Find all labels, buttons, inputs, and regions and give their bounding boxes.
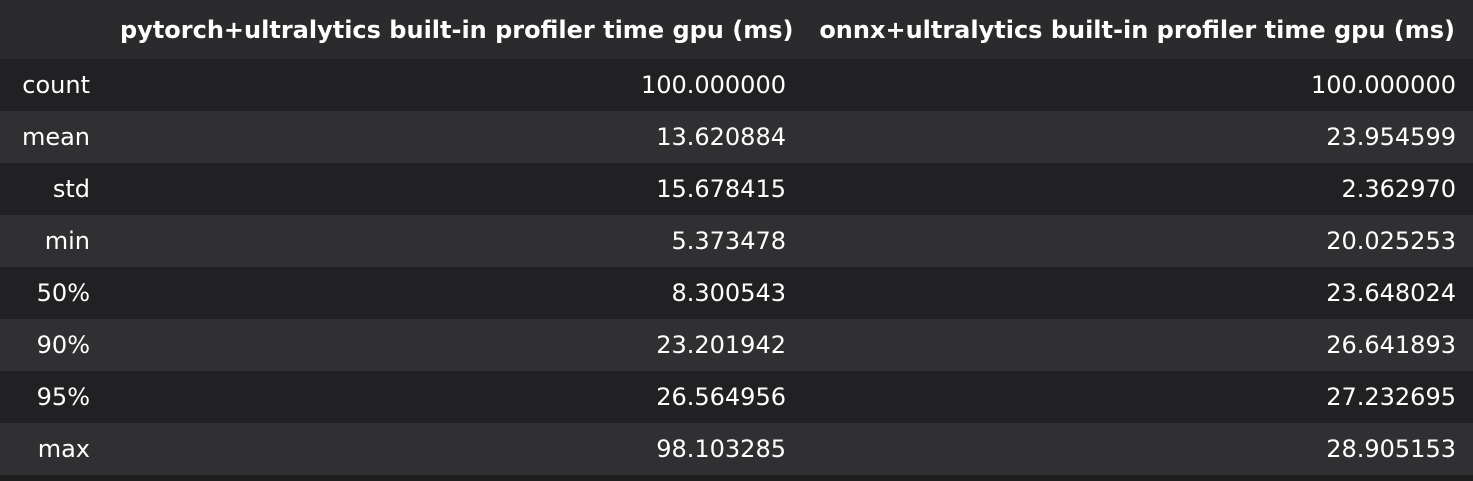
cell-onnx: 23.954599	[1326, 123, 1456, 151]
table-row: 90% 23.201942 26.641893	[0, 319, 1473, 371]
table-row: count 100.000000 100.000000	[0, 59, 1473, 111]
table-row: mean 13.620884 23.954599	[0, 111, 1473, 163]
cell-pytorch: 100.000000	[640, 71, 786, 99]
cell-onnx: 2.362970	[1341, 175, 1456, 203]
column-header-onnx: onnx+ultralytics built-in profiler time …	[819, 15, 1455, 44]
row-label: std	[52, 175, 90, 203]
table-body: count 100.000000 100.000000 mean 13.6208…	[0, 59, 1473, 475]
row-label: max	[37, 435, 90, 463]
cell-pytorch: 13.620884	[656, 123, 786, 151]
row-label: count	[22, 71, 90, 99]
row-label: mean	[21, 123, 90, 151]
cell-onnx: 20.025253	[1326, 227, 1456, 255]
cell-onnx: 28.905153	[1326, 435, 1456, 463]
table-row: min 5.373478 20.025253	[0, 215, 1473, 267]
cell-onnx: 27.232695	[1326, 383, 1456, 411]
cell-onnx: 23.648024	[1326, 279, 1456, 307]
table-row: max 98.103285 28.905153	[0, 423, 1473, 475]
cell-onnx: 26.641893	[1326, 331, 1456, 359]
corner-cell	[0, 0, 104, 59]
table-row: 50% 8.300543 23.648024	[0, 267, 1473, 319]
column-header-pytorch: pytorch+ultralytics built-in profiler ti…	[120, 15, 794, 44]
cell-pytorch: 8.300543	[671, 279, 786, 307]
cell-pytorch: 26.564956	[656, 383, 786, 411]
cell-pytorch: 23.201942	[656, 331, 786, 359]
table-row: std 15.678415 2.362970	[0, 163, 1473, 215]
cell-pytorch: 15.678415	[656, 175, 786, 203]
table-header: pytorch+ultralytics built-in profiler ti…	[0, 0, 1473, 59]
cell-pytorch: 98.103285	[656, 435, 786, 463]
table-row: 95% 26.564956 27.232695	[0, 371, 1473, 423]
header-row: pytorch+ultralytics built-in profiler ti…	[0, 0, 1473, 59]
row-label: 90%	[36, 331, 90, 359]
cell-onnx: 100.000000	[1310, 71, 1456, 99]
cell-pytorch: 5.373478	[671, 227, 786, 255]
row-label: 50%	[36, 279, 90, 307]
row-label: 95%	[36, 383, 90, 411]
row-label: min	[44, 227, 90, 255]
